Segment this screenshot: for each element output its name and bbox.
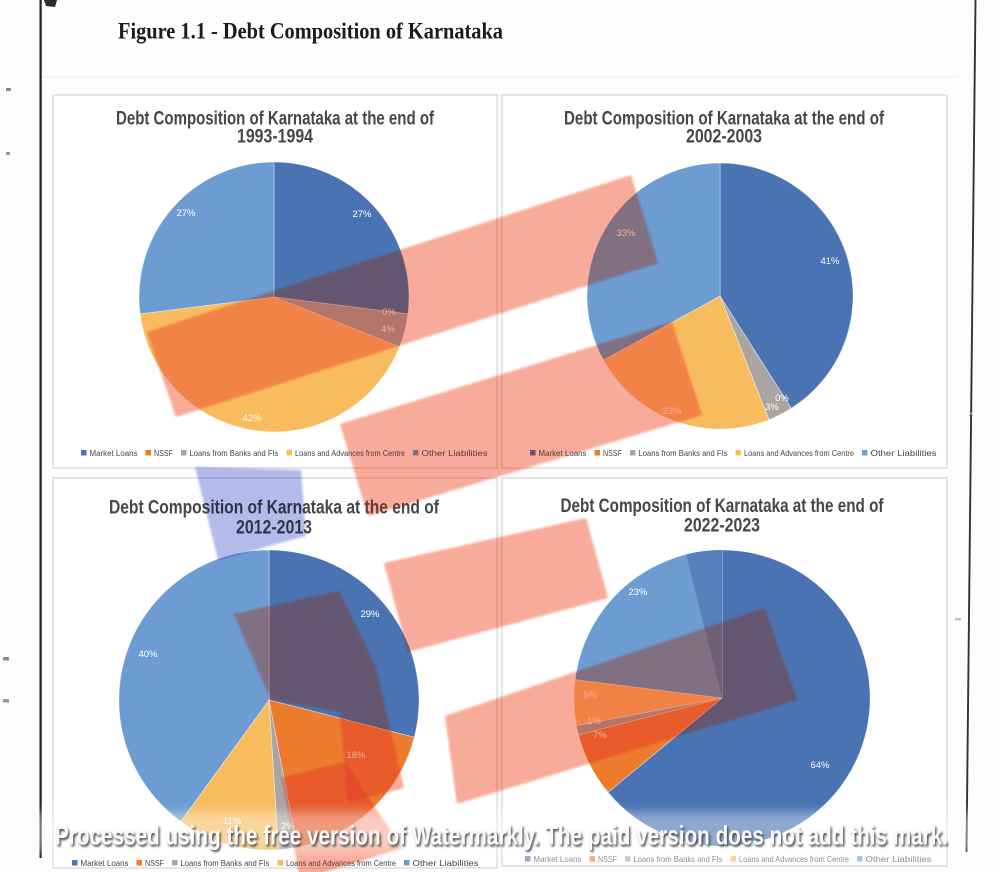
svg-text:NSSF: NSSF: [145, 858, 164, 868]
svg-text:Other Liabilities: Other Liabilities: [871, 448, 937, 458]
svg-text:NSSF: NSSF: [598, 854, 617, 864]
svg-text:2002-2003: 2002-2003: [686, 126, 762, 148]
svg-text:Loans and Advances from Centre: Loans and Advances from Centre: [739, 854, 849, 864]
svg-text:NSSF: NSSF: [154, 448, 173, 458]
svg-text:x: x: [969, 408, 974, 418]
svg-text:42%: 42%: [242, 413, 262, 424]
svg-text:41%: 41%: [820, 256, 840, 267]
svg-text:Loans from Banks and FIs: Loans from Banks and FIs: [639, 448, 728, 458]
svg-text:40%: 40%: [138, 649, 158, 660]
svg-text:Figure 1.1 - Debt Composition: Figure 1.1 - Debt Composition of Karnata…: [118, 19, 503, 44]
svg-text:1993-1994: 1993-1994: [237, 126, 313, 148]
svg-text:29%: 29%: [360, 609, 380, 620]
svg-text:Processed using the free versi: Processed using the free version of Wate…: [56, 823, 949, 853]
svg-text:Market Loans: Market Loans: [534, 854, 582, 864]
svg-text:Market Loans: Market Loans: [81, 858, 129, 868]
svg-text:2022-2023: 2022-2023: [684, 515, 760, 537]
svg-text:Loans and Advances from Centre: Loans and Advances from Centre: [744, 448, 854, 458]
svg-text:Other Liabilities: Other Liabilities: [866, 854, 932, 864]
svg-text:Loans from Banks and FIs: Loans from Banks and FIs: [634, 854, 723, 864]
svg-text:Debt Composition of Karnataka: Debt Composition of Karnataka at the end…: [561, 495, 884, 517]
svg-text:Processed using the free versi: Processed using the free version of Wate…: [55, 821, 948, 851]
svg-text:23%: 23%: [628, 587, 648, 598]
svg-text:Market Loans: Market Loans: [90, 448, 138, 458]
svg-text:NSSF: NSSF: [603, 448, 622, 458]
svg-text:27%: 27%: [352, 209, 372, 220]
svg-text:Other Liabilities: Other Liabilities: [413, 858, 479, 868]
svg-text:Loans from Banks and FIs: Loans from Banks and FIs: [181, 858, 270, 868]
svg-text:Debt Composition of Karnataka: Debt Composition of Karnataka at the end…: [564, 108, 884, 130]
svg-text:3%: 3%: [765, 402, 779, 413]
svg-text:Debt Composition of Karnataka: Debt Composition of Karnataka at the end…: [116, 108, 434, 130]
svg-text:27%: 27%: [176, 208, 196, 219]
svg-text:64%: 64%: [810, 760, 830, 771]
svg-text:Loans from Banks and FIs: Loans from Banks and FIs: [190, 448, 279, 458]
svg-text:0%: 0%: [775, 393, 789, 404]
